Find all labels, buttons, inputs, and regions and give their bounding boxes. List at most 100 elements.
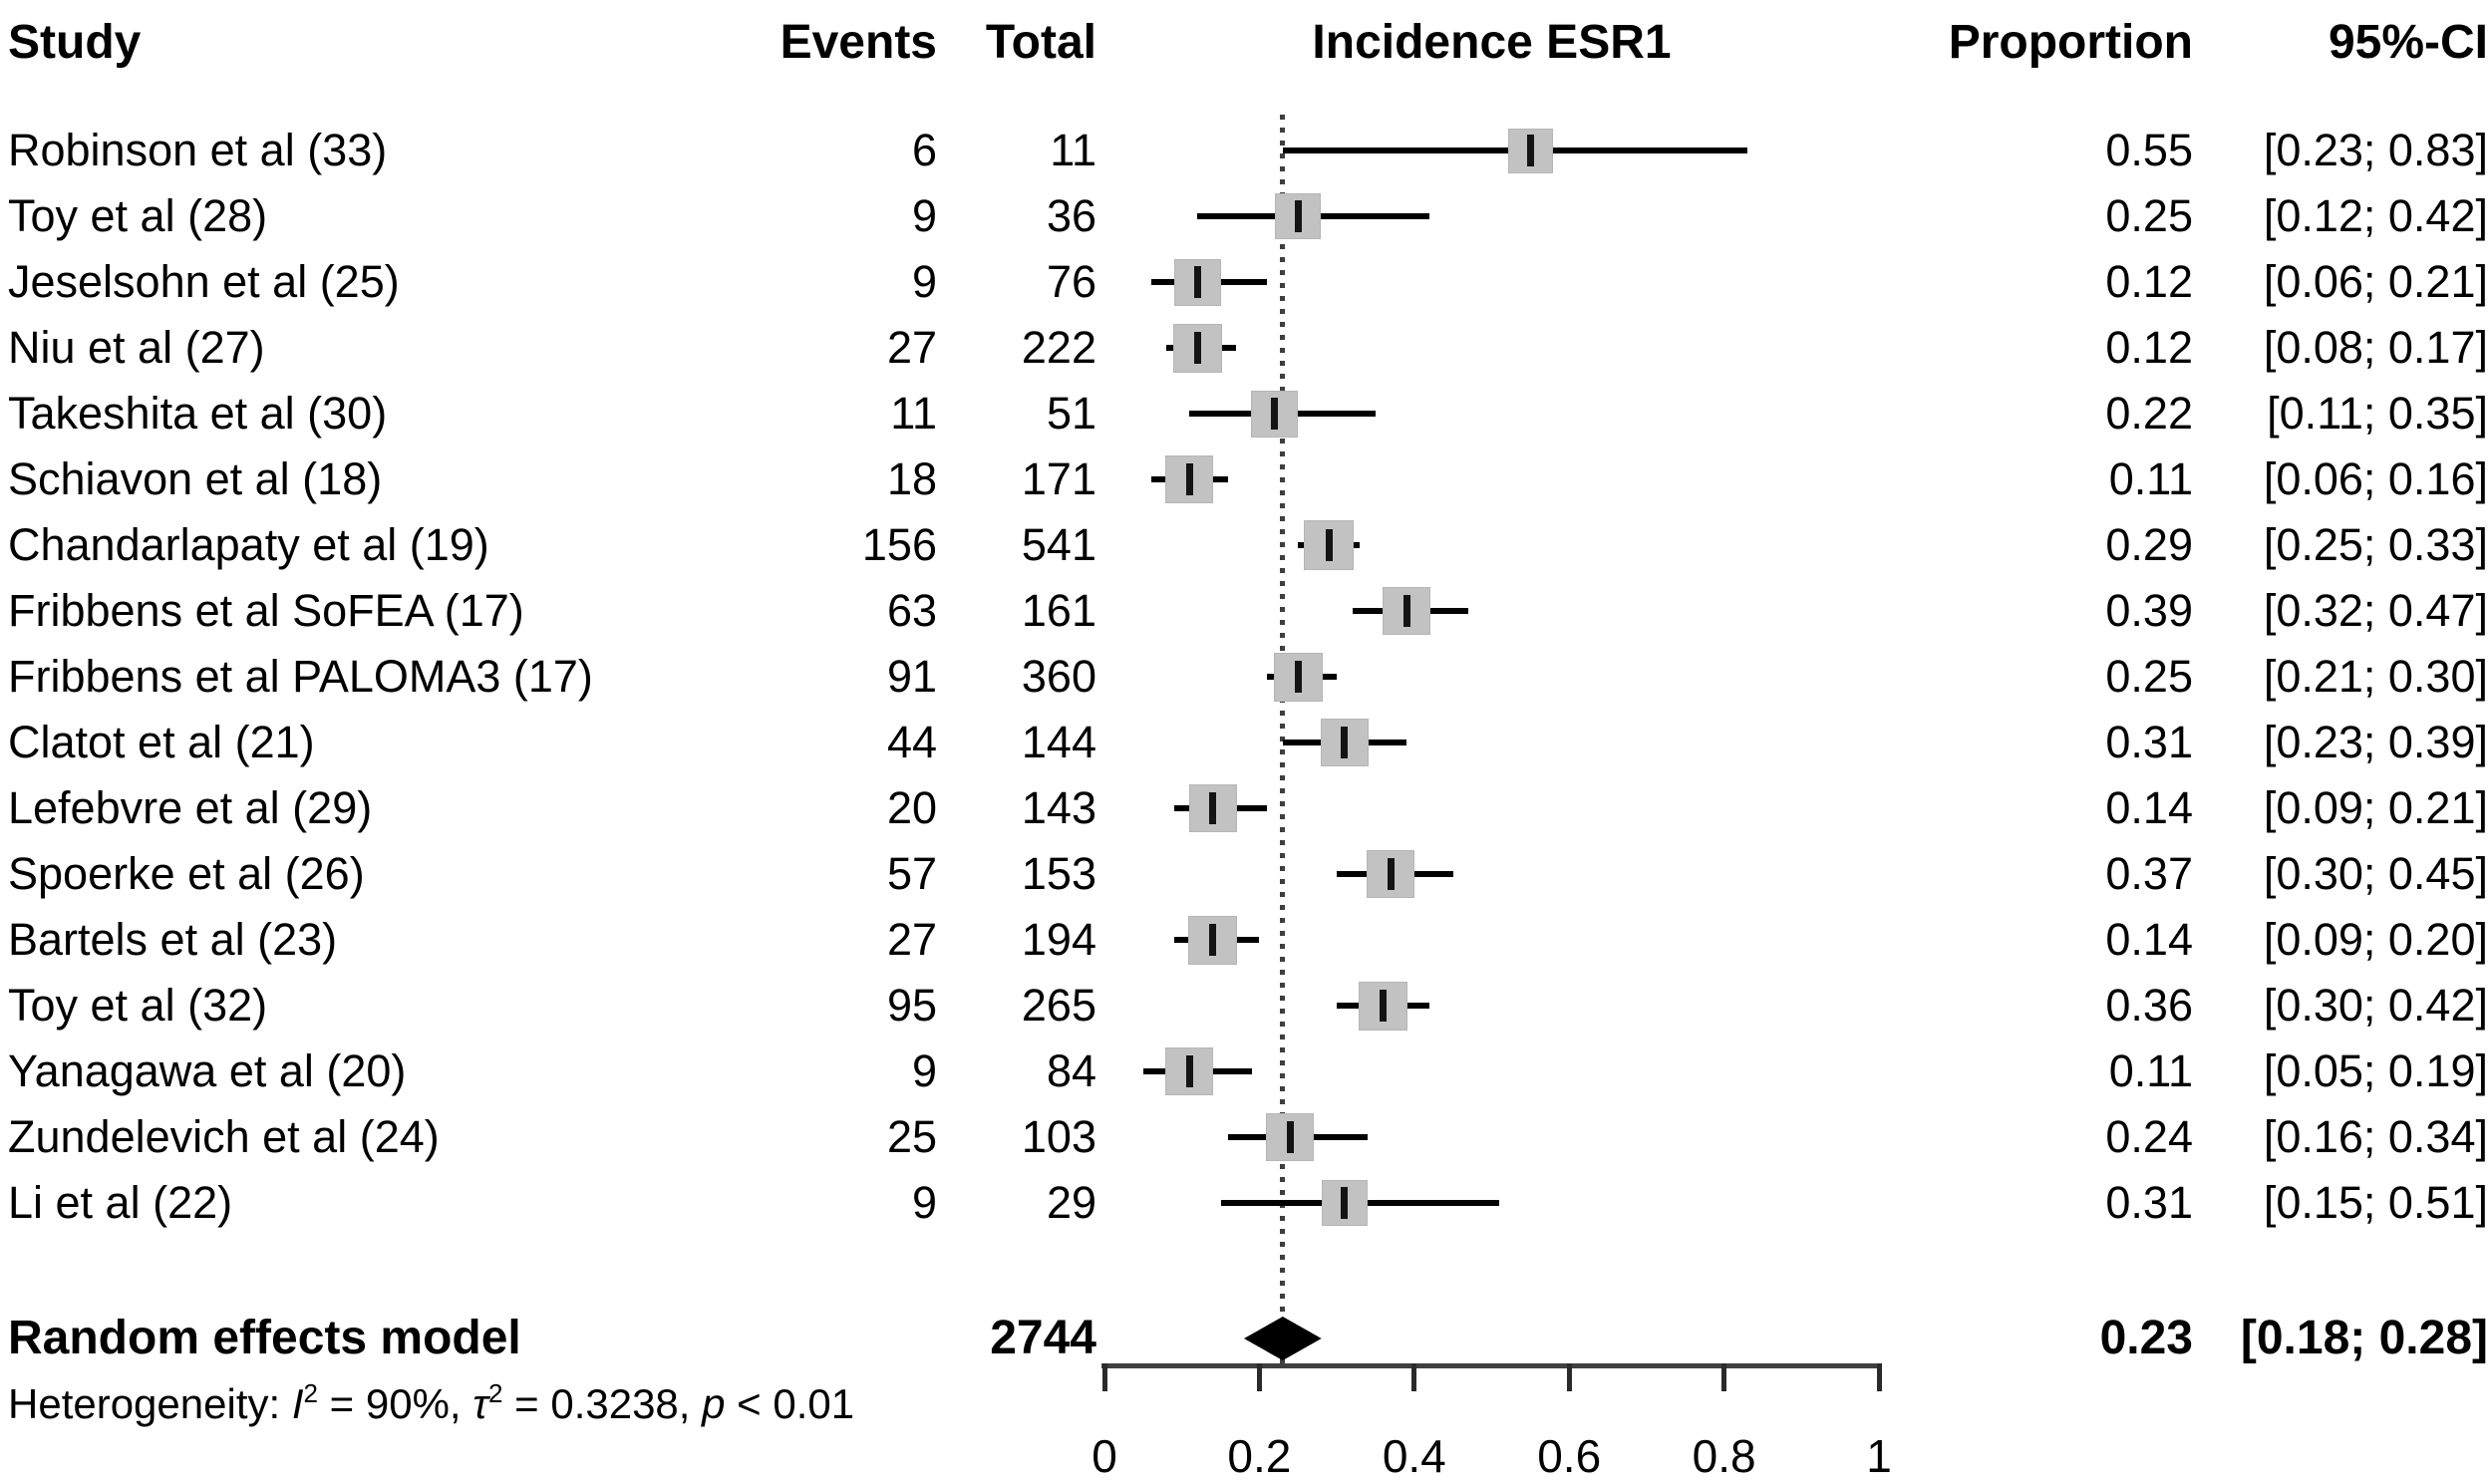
events-value: 6 xyxy=(911,125,937,175)
axis-tick xyxy=(1256,1363,1262,1391)
column-header-events: Events xyxy=(779,16,937,69)
ci-value: [0.23; 0.83] xyxy=(2263,125,2488,175)
point-estimate-tick xyxy=(1286,1121,1294,1153)
point-estimate-tick xyxy=(1341,727,1349,758)
proportion-value: 0.12 xyxy=(2105,322,2193,373)
events-value: 27 xyxy=(886,914,937,965)
proportion-value: 0.14 xyxy=(2105,782,2193,833)
proportion-value: 0.22 xyxy=(2105,388,2193,439)
study-name: Clatot et al (21) xyxy=(8,717,315,767)
heterogeneity-label: Heterogeneity: xyxy=(8,1380,292,1427)
point-estimate-tick xyxy=(1209,792,1217,824)
point-estimate-tick xyxy=(1380,990,1388,1022)
axis-tick xyxy=(1876,1363,1882,1391)
axis-tick xyxy=(1411,1363,1417,1391)
events-value: 63 xyxy=(886,585,937,636)
events-value: 18 xyxy=(886,453,937,504)
diamond-shape xyxy=(1243,1317,1322,1360)
study-name: Chandarlapaty et al (19) xyxy=(8,519,489,570)
proportion-value: 0.55 xyxy=(2105,125,2193,175)
proportion-value: 0.14 xyxy=(2105,914,2193,965)
study-name: Lefebvre et al (29) xyxy=(8,782,373,833)
axis-tick-label: 0.6 xyxy=(1537,1430,1602,1482)
axis-tick-label: 0.2 xyxy=(1227,1430,1292,1482)
point-estimate-tick xyxy=(1193,332,1201,364)
study-name: Bartels et al (23) xyxy=(8,914,338,965)
ci-value: [0.06; 0.16] xyxy=(2263,453,2488,504)
total-value: 171 xyxy=(1021,453,1096,504)
study-name: Robinson et al (33) xyxy=(8,125,388,175)
events-value: 156 xyxy=(861,519,937,570)
total-value: 360 xyxy=(1021,651,1096,702)
i-squared-symbol: I xyxy=(291,1380,304,1427)
proportion-value: 0.39 xyxy=(2105,585,2193,636)
proportion-value: 0.12 xyxy=(2105,256,2193,307)
study-name: Fribbens et al PALOMA3 (17) xyxy=(8,651,593,702)
events-value: 9 xyxy=(911,1045,937,1096)
ci-value: [0.23; 0.39] xyxy=(2263,717,2488,767)
total-value: 265 xyxy=(1021,980,1096,1031)
study-name: Schiavon et al (18) xyxy=(8,453,383,504)
pooled-estimate-reference-line xyxy=(1280,115,1286,1363)
summary-proportion-value: 0.23 xyxy=(2099,1312,2193,1364)
proportion-value: 0.11 xyxy=(2108,453,2193,504)
proportion-value: 0.25 xyxy=(2105,190,2193,241)
point-estimate-tick xyxy=(1341,1187,1349,1219)
heterogeneity-note: Heterogeneity: I2 = 90%, τ2 = 0.3238, p … xyxy=(8,1377,854,1431)
total-value: 36 xyxy=(1046,190,1096,241)
study-name: Spoerke et al (26) xyxy=(8,848,365,899)
point-estimate-tick xyxy=(1526,135,1534,166)
i-squared-value: = 90%, xyxy=(318,1380,473,1427)
study-name: Li et al (22) xyxy=(8,1177,233,1228)
total-value: 143 xyxy=(1021,782,1096,833)
ci-value: [0.11; 0.35] xyxy=(2267,388,2488,439)
tau-squared-symbol: τ xyxy=(472,1380,488,1427)
proportion-value: 0.24 xyxy=(2105,1111,2193,1162)
ci-value: [0.21; 0.30] xyxy=(2263,651,2488,702)
point-estimate-tick xyxy=(1402,595,1410,627)
axis-tick xyxy=(1101,1363,1107,1391)
study-name: Jeselsohn et al (25) xyxy=(8,256,400,307)
summary-diamond xyxy=(1243,1317,1322,1360)
axis-tick-label: 0 xyxy=(1091,1430,1117,1482)
study-name: Yanagawa et al (20) xyxy=(8,1045,407,1096)
study-name: Takeshita et al (30) xyxy=(8,388,388,439)
point-estimate-tick xyxy=(1294,200,1302,232)
events-value: 9 xyxy=(911,190,937,241)
total-value: 222 xyxy=(1021,322,1096,373)
study-name: Toy et al (32) xyxy=(8,980,268,1031)
x-axis-line xyxy=(1101,1363,1882,1368)
proportion-value: 0.11 xyxy=(2108,1045,2193,1096)
proportion-value: 0.29 xyxy=(2105,519,2193,570)
study-name: Niu et al (27) xyxy=(8,322,265,373)
total-value: 29 xyxy=(1046,1177,1096,1228)
point-estimate-tick xyxy=(1325,529,1333,561)
p-value: < 0.01 xyxy=(725,1380,855,1427)
proportion-value: 0.37 xyxy=(2105,848,2193,899)
point-estimate-tick xyxy=(1185,463,1193,495)
total-value: 153 xyxy=(1021,848,1096,899)
study-name: Zundelevich et al (24) xyxy=(8,1111,440,1162)
ci-value: [0.09; 0.21] xyxy=(2263,782,2488,833)
events-value: 27 xyxy=(886,322,937,373)
ci-value: [0.05; 0.19] xyxy=(2263,1045,2488,1096)
point-estimate-tick xyxy=(1294,661,1302,693)
axis-tick-label: 1 xyxy=(1866,1430,1892,1482)
ci-value: [0.30; 0.42] xyxy=(2263,980,2488,1031)
total-value: 161 xyxy=(1021,585,1096,636)
proportion-value: 0.31 xyxy=(2105,1177,2193,1228)
ci-value: [0.15; 0.51] xyxy=(2263,1177,2488,1228)
ci-value: [0.12; 0.42] xyxy=(2263,190,2488,241)
summary-ci-value: [0.18; 0.28] xyxy=(2240,1312,2488,1364)
events-value: 91 xyxy=(886,651,937,702)
ci-value: [0.08; 0.17] xyxy=(2263,322,2488,373)
ci-value: [0.25; 0.33] xyxy=(2263,519,2488,570)
total-value: 76 xyxy=(1046,256,1096,307)
point-estimate-tick xyxy=(1387,858,1395,890)
column-header-ci: 95%-CI xyxy=(2328,16,2488,69)
tau-squared-sup: 2 xyxy=(487,1377,503,1408)
axis-tick xyxy=(1721,1363,1727,1391)
events-value: 9 xyxy=(911,1177,937,1228)
point-estimate-tick xyxy=(1185,1055,1193,1087)
